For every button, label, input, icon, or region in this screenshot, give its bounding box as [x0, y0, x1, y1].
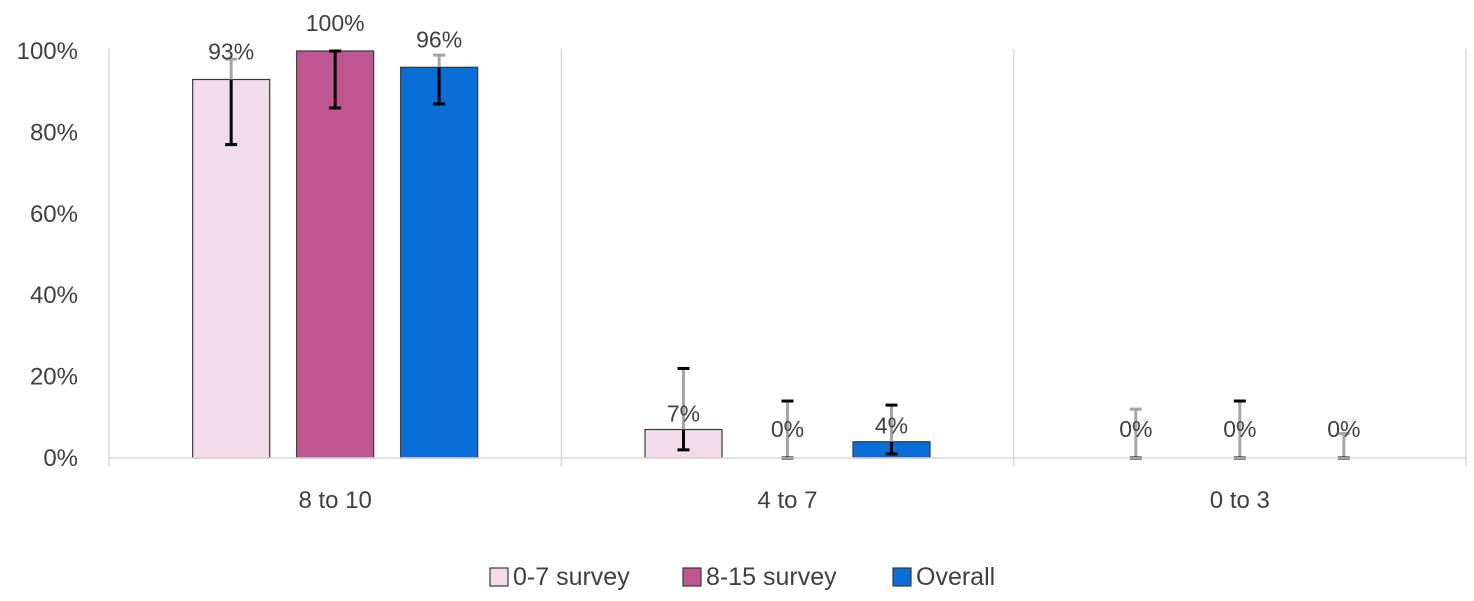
y-tick-label: 20% — [30, 364, 78, 391]
legend-label: 0-7 survey — [513, 563, 630, 591]
legend-swatch — [682, 567, 702, 587]
error-bars — [225, 49, 1350, 460]
grid-lines — [108, 49, 1467, 466]
legend-item: 8-15 survey — [682, 563, 837, 591]
error-bar — [225, 57, 238, 147]
bar — [296, 50, 375, 459]
data-label: 100% — [306, 10, 365, 36]
data-label: 0% — [1119, 416, 1152, 442]
error-bar — [329, 49, 342, 110]
legend-label: Overall — [916, 563, 995, 591]
y-tick-label: 80% — [30, 119, 78, 146]
error-bar — [433, 53, 446, 106]
legend-swatch — [489, 567, 509, 587]
data-label: 96% — [416, 26, 462, 52]
y-tick-label: 100% — [17, 38, 78, 65]
error-bar — [885, 403, 898, 456]
legend-swatch — [892, 567, 912, 587]
bar — [400, 66, 479, 459]
legend-item: Overall — [892, 563, 995, 591]
y-tick-label: 0% — [43, 445, 78, 472]
legend: 0-7 survey 8-15 survey Overall — [489, 563, 995, 591]
x-category-label: 8 to 10 — [298, 487, 371, 514]
legend-item: 0-7 survey — [489, 563, 630, 591]
data-label: 93% — [208, 38, 254, 64]
y-tick-label: 60% — [30, 201, 78, 228]
data-label: 4% — [875, 413, 908, 439]
y-axis: 0% 20% 40% 60% 80% 100% — [17, 38, 78, 472]
data-label: 0% — [771, 416, 804, 442]
x-category-label: 4 to 7 — [757, 487, 817, 514]
data-label: 7% — [667, 401, 700, 427]
error-bar — [677, 366, 690, 452]
x-category-label: 0 to 3 — [1210, 487, 1270, 514]
x-axis: 8 to 10 4 to 7 0 to 3 — [109, 457, 1466, 514]
data-label: 0% — [1327, 416, 1360, 442]
y-tick-label: 40% — [30, 282, 78, 309]
data-labels: 93% 100% 96% 7% 0% 4% 0% 0% 0% — [208, 10, 1360, 442]
legend-label: 8-15 survey — [706, 563, 837, 591]
data-label: 0% — [1223, 416, 1256, 442]
